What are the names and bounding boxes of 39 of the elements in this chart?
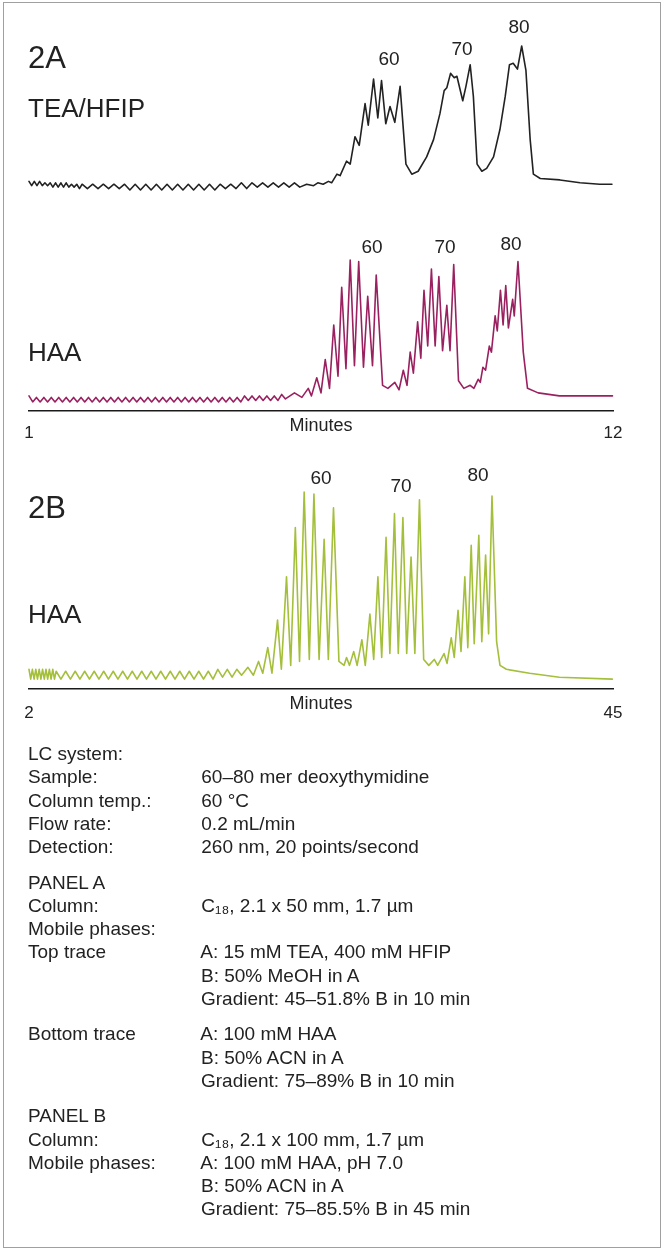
x-axis-title: Minutes	[289, 693, 353, 713]
text: 60	[361, 236, 383, 258]
text: 80	[500, 233, 522, 255]
chart-title: 2B	[28, 490, 66, 525]
text: Top trace A: 15 mM TEA, 400 mM HFIP	[28, 941, 452, 963]
text: Bottom trace A: 100 mM HAA	[28, 1023, 337, 1045]
text: Mobile phases: A: 100 mM HAA, pH 7.0	[28, 1151, 403, 1173]
text: 80	[467, 464, 489, 486]
text: B: 50% MeOH in A	[201, 964, 360, 986]
text: LC system:	[28, 742, 125, 765]
text: Gradient: 45–51.8% B in 10 min	[201, 988, 471, 1009]
text: TEA/HFIP	[28, 93, 146, 123]
series-label: HAA	[28, 599, 82, 629]
text: PANEL A	[28, 870, 107, 894]
text: Gradient: 75–89% B in 10 min	[201, 1069, 455, 1091]
text: 60	[310, 467, 332, 489]
text: Column: C₁₈, 2.1 x 100 mm, 1.7 µm	[28, 1128, 424, 1150]
series-label: HAA	[28, 337, 82, 367]
annotation: 70	[390, 475, 412, 497]
text: Mobile phases:	[28, 917, 157, 941]
text: 70	[434, 236, 456, 258]
x-tick-label: 45	[603, 702, 623, 722]
text: 80	[508, 16, 530, 38]
chart-title: 2A	[28, 40, 66, 75]
text: Detection: 260 nm, 20 points/second	[28, 836, 419, 858]
text: PANEL B	[28, 1104, 108, 1128]
annotation: 60	[378, 48, 400, 70]
text: Gradient: 75–85.5% B in 45 min	[201, 1198, 471, 1220]
text: Column: C₁₈, 2.1 x 50 mm, 1.7 µm	[28, 894, 414, 916]
text: B: 50% ACN in A	[201, 1046, 344, 1068]
x-axis-title: Minutes	[289, 415, 353, 435]
text: Sample: 60–80 mer deoxythymidine	[28, 766, 430, 788]
x-tick-label: 1	[24, 422, 34, 442]
text: B: 50% ACN in A	[201, 1175, 344, 1197]
x-tick-label: 2	[24, 702, 34, 722]
text: Column temp.: 60 °C	[28, 789, 250, 811]
annotation: 70	[451, 38, 473, 60]
x-tick-label: 12	[603, 422, 623, 442]
text: Flow rate: 0.2 mL/min	[28, 812, 296, 834]
